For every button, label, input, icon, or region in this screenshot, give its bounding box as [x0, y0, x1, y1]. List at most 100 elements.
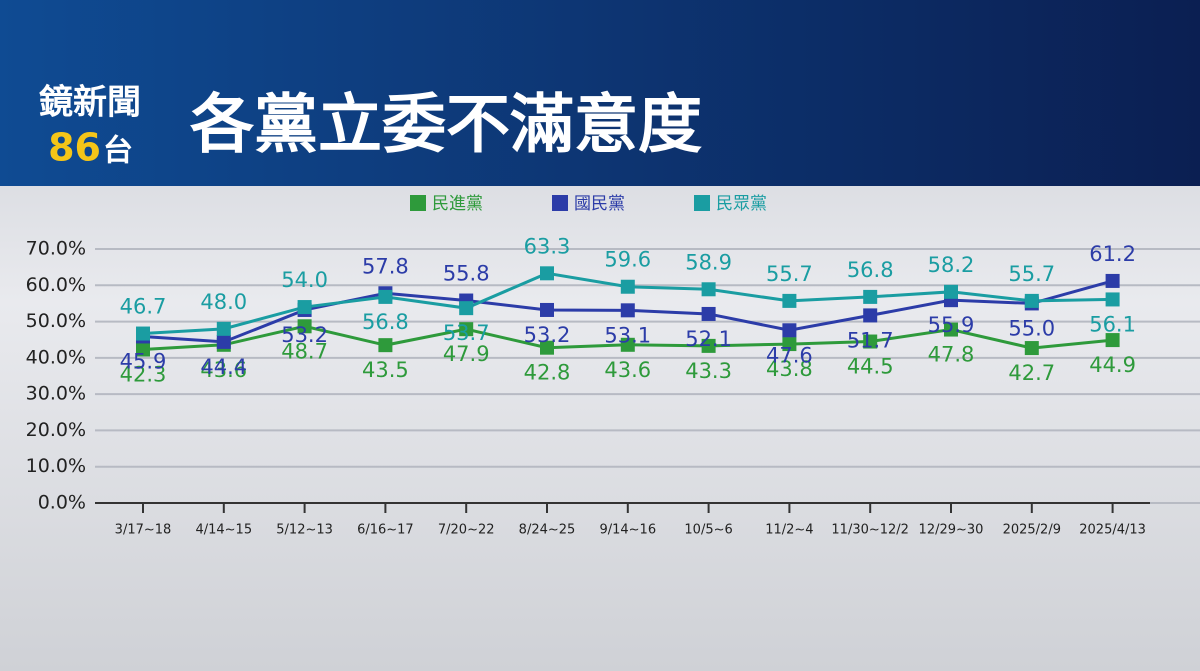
- data-point: [863, 308, 878, 323]
- chart-title: 各黨立委不滿意度: [190, 88, 702, 163]
- data-point: [297, 300, 312, 315]
- data-label: 53.7: [443, 321, 490, 345]
- data-label: 55.7: [1008, 262, 1055, 286]
- data-label: 45.9: [120, 349, 167, 373]
- data-point: [540, 302, 554, 317]
- logo-channel: 86: [48, 126, 101, 170]
- data-label: 43.3: [685, 359, 732, 383]
- data-label: 44.4: [200, 355, 247, 379]
- data-label: 55.8: [443, 262, 490, 286]
- data-label: 48.7: [281, 339, 328, 363]
- data-point: [540, 266, 554, 281]
- data-label: 53.2: [524, 323, 571, 347]
- data-label: 58.9: [685, 250, 732, 274]
- legend-swatch: [694, 195, 710, 211]
- data-label: 47.8: [928, 343, 975, 367]
- data-label: 56.8: [362, 310, 409, 334]
- data-label: 58.2: [928, 253, 975, 277]
- x-tick-label: 7/20~22: [438, 523, 495, 538]
- data-label: 51.7: [847, 328, 894, 352]
- data-label: 61.2: [1089, 242, 1136, 266]
- data-label: 42.3: [120, 363, 167, 387]
- header-band: [0, 0, 1200, 186]
- legend-swatch: [410, 195, 426, 211]
- data-label: 43.8: [766, 357, 813, 381]
- y-tick-label: 40.0%: [26, 346, 86, 368]
- y-tick-label: 0.0%: [38, 492, 86, 514]
- data-label: 44.5: [847, 355, 894, 379]
- data-label: 48.0: [200, 290, 247, 314]
- data-point: [620, 279, 635, 294]
- data-label: 56.1: [1089, 312, 1136, 336]
- legend-label: 民進黨: [432, 194, 483, 214]
- legend-label: 國民黨: [574, 194, 625, 214]
- x-tick-label: 10/5~6: [684, 523, 732, 538]
- data-point: [1105, 273, 1120, 288]
- y-tick-label: 20.0%: [26, 419, 86, 441]
- data-point: [1024, 341, 1039, 356]
- y-tick-label: 50.0%: [26, 310, 86, 332]
- data-point: [863, 334, 878, 349]
- data-point: [459, 301, 474, 316]
- data-label: 44.9: [1089, 353, 1136, 377]
- x-tick-label: 6/16~17: [357, 523, 414, 538]
- data-point: [216, 334, 231, 349]
- data-label: 42.7: [1008, 361, 1055, 385]
- data-point: [782, 323, 797, 338]
- data-label: 55.0: [1008, 316, 1055, 340]
- data-label: 43.5: [362, 358, 409, 382]
- data-label: 52.1: [685, 327, 732, 351]
- y-tick-label: 60.0%: [26, 274, 86, 296]
- x-tick-label: 11/30~12/2: [831, 523, 909, 538]
- x-tick-label: 11/2~4: [765, 523, 813, 538]
- x-tick-label: 5/12~13: [276, 523, 333, 538]
- x-tick-label: 2025/4/13: [1079, 523, 1146, 538]
- data-point: [944, 322, 958, 337]
- data-point: [782, 337, 797, 352]
- data-point: [378, 289, 393, 304]
- data-label: 53.1: [604, 323, 651, 347]
- data-point: [620, 337, 635, 352]
- data-label: 59.6: [604, 248, 651, 272]
- data-point: [378, 338, 393, 353]
- logo-name: 鏡新聞: [39, 83, 141, 123]
- data-label: 55.7: [766, 262, 813, 286]
- data-point: [701, 306, 716, 321]
- data-label: 42.8: [524, 361, 571, 385]
- data-point: [297, 319, 312, 334]
- data-label: 47.9: [443, 342, 490, 366]
- data-point: [1024, 293, 1039, 308]
- x-tick-label: 12/29~30: [919, 523, 984, 538]
- data-point: [782, 293, 797, 308]
- data-point: [216, 321, 231, 336]
- y-tick-label: 10.0%: [26, 455, 86, 477]
- data-point: [1105, 292, 1120, 307]
- data-label: 57.8: [362, 254, 409, 278]
- data-label: 56.8: [847, 258, 894, 282]
- x-tick-label: 9/14~16: [599, 523, 656, 538]
- data-point: [620, 303, 635, 318]
- data-label: 43.6: [604, 358, 651, 382]
- data-point: [136, 326, 150, 341]
- data-label: 63.3: [524, 234, 571, 258]
- data-point: [1105, 333, 1120, 348]
- y-tick-label: 30.0%: [26, 383, 86, 405]
- data-label: 53.2: [281, 323, 328, 347]
- data-point: [459, 322, 474, 337]
- x-tick-label: 4/14~15: [195, 523, 252, 538]
- data-label: 43.6: [200, 358, 247, 382]
- y-tick-label: 70.0%: [26, 238, 86, 260]
- data-label: 54.0: [281, 268, 328, 292]
- legend-label: 民眾黨: [716, 194, 767, 214]
- x-tick-label: 8/24~25: [519, 523, 576, 538]
- data-point: [944, 284, 958, 299]
- logo-suffix: 台: [103, 134, 133, 169]
- data-point: [701, 282, 716, 297]
- data-label: 46.7: [120, 295, 167, 319]
- data-label: 55.9: [928, 313, 975, 337]
- x-tick-label: 2025/2/9: [1003, 523, 1061, 538]
- data-label: 47.6: [766, 343, 813, 367]
- x-tick-label: 3/17~18: [115, 523, 172, 538]
